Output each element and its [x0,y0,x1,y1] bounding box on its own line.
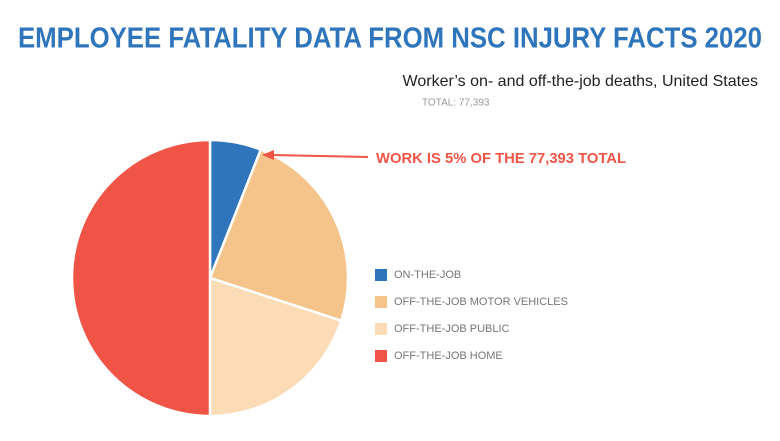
legend-label: OFF-THE-JOB MOTOR VEHICLES [394,296,568,308]
pie [70,138,350,418]
legend-swatch [375,296,387,308]
arrow-head [262,150,274,160]
legend-label: OFF-THE-JOB PUBLIC [394,323,510,335]
legend-label: ON-THE-JOB [394,269,461,281]
annotation: WORK IS 5% OF THE 77,393 TOTAL [376,150,626,167]
annotation-arrow [271,154,369,158]
legend-label: OFF-THE-JOB HOME [394,350,503,362]
chart-title: EMPLOYEE FATALITY DATA FROM NSC INJURY F… [18,23,762,55]
total-label: TOTAL: 77,393 [422,98,490,109]
pie-slice [70,138,212,418]
legend-swatch [375,350,387,362]
pie-slice [208,148,350,323]
legend-swatch [375,323,387,335]
pie-slice [208,276,343,418]
chart-subtitle: Worker’s on- and off-the-job deaths, Uni… [403,73,758,90]
legend: ON-THE-JOB OFF-THE-JOB MOTOR VEHICLES OFF-… [375,269,568,362]
legend-swatch [375,269,387,281]
